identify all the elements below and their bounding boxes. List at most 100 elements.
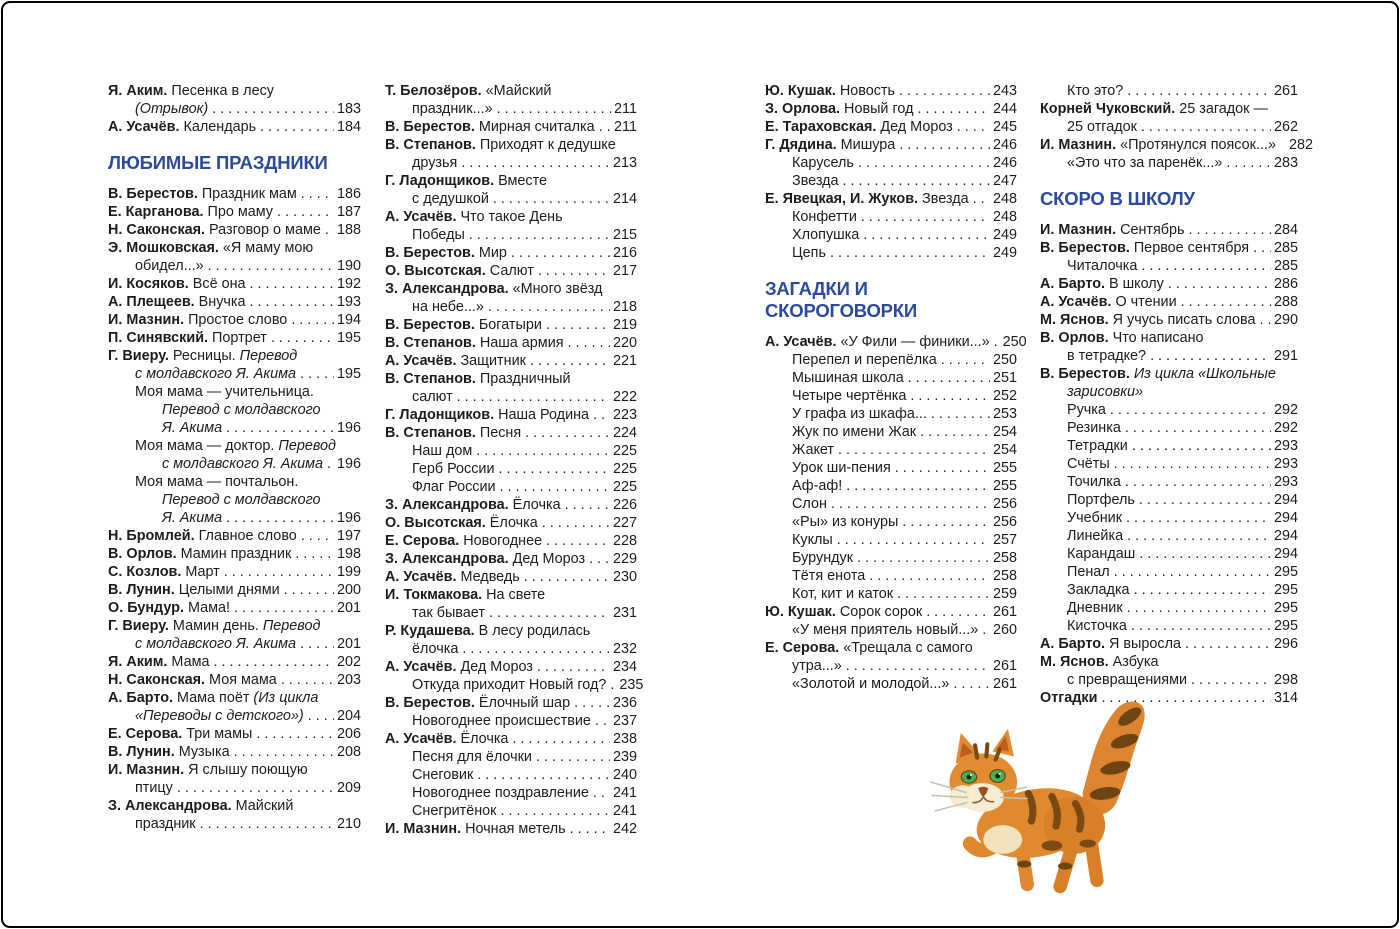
page-number: 261 (992, 676, 1017, 692)
page-number: 201 (336, 636, 361, 652)
page-number: 291 (1273, 348, 1298, 364)
title-text: Новый год (840, 101, 914, 117)
dot-leader (469, 226, 610, 244)
page-number: 249 (992, 227, 1017, 243)
dot-leader (908, 369, 990, 387)
title-text: 25 отгадок (1067, 119, 1137, 135)
dot-leader (1126, 509, 1271, 527)
title-text: Ресницы. (168, 348, 240, 364)
toc-entry-line: Снеговик 240 (385, 766, 637, 784)
page-number: 208 (336, 744, 361, 760)
title-text: Звезда (792, 173, 839, 189)
dot-leader (489, 604, 610, 622)
dot-leader (568, 334, 610, 352)
toc-entry-line: В. Берестов. Из цикла «Школьные (1040, 365, 1298, 383)
page-number: 228 (612, 533, 637, 549)
dot-leader (537, 658, 610, 676)
dot-leader (899, 82, 990, 100)
page-number: 255 (992, 478, 1017, 494)
toc-entry-line: Кот, кит и каток 259 (765, 585, 1017, 603)
dot-leader (1131, 617, 1271, 635)
toc-entry-line: А. Усачёв. О чтении 288 (1040, 293, 1298, 311)
toc-entry-line: И. Мазнин. Ночная метель 242 (385, 820, 637, 838)
author-name: Е. Серова. (108, 726, 183, 742)
toc-entry-line: А. Усачёв. Дед Мороз 234 (385, 658, 637, 676)
page-number: 261 (992, 604, 1017, 620)
page-number: 286 (1273, 276, 1298, 292)
dot-leader (234, 743, 334, 761)
page-number: 196 (336, 510, 361, 526)
page-number: 294 (1273, 510, 1298, 526)
toc-entry-line: Новогоднее поздравление 241 (385, 784, 637, 802)
toc-entry-line: З. Орлова. Новый год 244 (765, 100, 1017, 118)
title-text: Главное слово (194, 528, 297, 544)
author-name: В. Степанов. (385, 425, 476, 441)
author-name: А. Барто. (1040, 636, 1105, 652)
author-name: А. Усачёв. (385, 209, 457, 225)
dot-leader (500, 478, 610, 496)
title-text: «Ры» из конуры (792, 514, 899, 530)
title-text: Мышиная школа (792, 370, 904, 386)
page-number: 254 (992, 442, 1017, 458)
toc-entry-line: В. Орлов. Что написано (1040, 329, 1298, 347)
page-number: 225 (612, 479, 637, 495)
title-text: Медведь (456, 569, 520, 585)
title-text: Песня для ёлочки (412, 749, 532, 765)
title-text: Пенал (1067, 564, 1110, 580)
page-number: 295 (1273, 618, 1298, 634)
toc-entry-line: Карусель 246 (765, 154, 1017, 172)
page-number: 292 (1273, 420, 1298, 436)
toc-entry-line: Моя мама — доктор. Перевод (108, 437, 361, 455)
toc-entry-line: В. Берестов. Ёлочный шар 236 (385, 694, 637, 712)
dot-leader (525, 424, 610, 442)
title-text: в тетрадке? (1067, 348, 1147, 364)
page-number: 231 (612, 605, 637, 621)
dot-leader (837, 531, 990, 549)
title-text: Ёлочка (485, 515, 538, 531)
dot-leader (476, 442, 610, 460)
toc-entry-line: Тётя енота 258 (765, 567, 1017, 585)
title-text: Календарь (179, 119, 257, 135)
page-number: 251 (992, 370, 1017, 386)
page-number: 221 (612, 353, 637, 369)
page-number: 248 (992, 191, 1017, 207)
title-text: Карандаш (1067, 546, 1136, 562)
title-text: Мама! (183, 600, 230, 616)
toc-entry-line: З. Александрова. Ёлочка 226 (385, 496, 637, 514)
page-number: 284 (1273, 222, 1298, 238)
toc-entry-line: А. Усачёв. Ёлочка 238 (385, 730, 637, 748)
page-number: 195 (336, 366, 361, 382)
page-number: 225 (612, 443, 637, 459)
toc-entry-line: Резинка 292 (1040, 419, 1298, 437)
page-number: 295 (1273, 582, 1298, 598)
dot-leader (260, 118, 334, 136)
dot-leader (1189, 221, 1271, 239)
page-number: 201 (336, 600, 361, 616)
page-number: 296 (1273, 636, 1298, 652)
toc-entry-line: Откуда приходит Новый год? 235 (385, 676, 643, 694)
author-name: И. Токмакова. (385, 587, 483, 603)
title-text: Из цикла «Школьные (1133, 366, 1276, 382)
title-text: «Я маму мою (218, 240, 314, 256)
author-name: В. Лунин. (108, 582, 175, 598)
author-name: В. Берестов. (1040, 366, 1130, 382)
dot-leader (1185, 635, 1271, 653)
title-text: Кисточка (1067, 618, 1127, 634)
dot-leader (250, 293, 334, 311)
title-text: Что такое День (456, 209, 563, 225)
author-name: Корней Чуковский. (1040, 101, 1176, 117)
toc-entry-line: Флаг России 225 (385, 478, 637, 496)
dot-leader (1127, 82, 1271, 100)
dot-leader (462, 640, 610, 658)
title-text: 25 загадок — (1175, 101, 1268, 117)
toc-entry-line: В. Степанов. Приходят к дедушке (385, 136, 637, 154)
title-text: с молдавского Я. Акима (135, 636, 297, 652)
toc-entry-line: салют 222 (385, 388, 637, 406)
title-text: Разговор о маме (205, 222, 321, 238)
author-name: Ю. Кушак. (765, 604, 836, 620)
author-name: В. Берестов. (385, 317, 475, 333)
toc-entry-line: Звезда 247 (765, 172, 1017, 190)
dot-leader (1181, 293, 1271, 311)
title-text: с молдавского Я. Акима (162, 456, 324, 472)
